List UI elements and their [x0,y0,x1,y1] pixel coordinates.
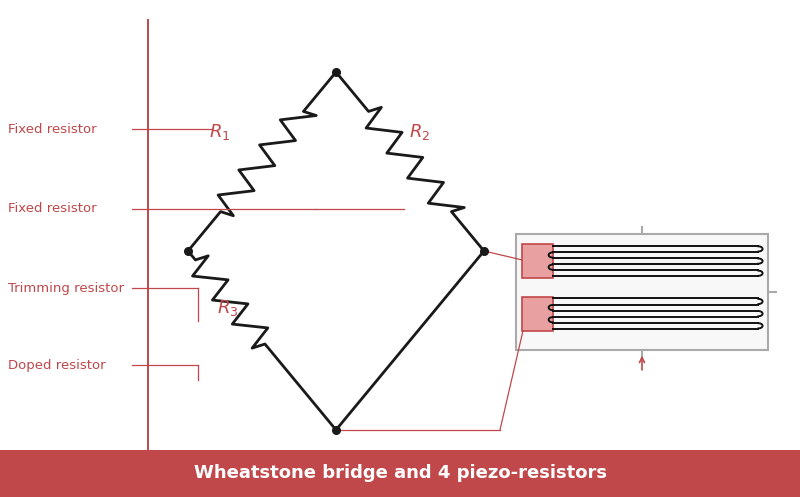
Text: Trimming resistor: Trimming resistor [8,282,124,295]
Bar [516,234,768,350]
Bar [522,297,553,331]
Text: Wheatstone bridge and 4 piezo-resistors: Wheatstone bridge and 4 piezo-resistors [194,464,606,483]
Text: $R_2$: $R_2$ [410,122,430,142]
Text: Doped resistor: Doped resistor [8,359,106,372]
Text: Fixed resistor: Fixed resistor [8,123,97,136]
Text: $R_3$: $R_3$ [218,298,238,318]
Text: $R_1$: $R_1$ [210,122,230,142]
Bar [0,450,800,497]
Bar [522,244,553,278]
Text: Fixed resistor: Fixed resistor [8,202,97,215]
